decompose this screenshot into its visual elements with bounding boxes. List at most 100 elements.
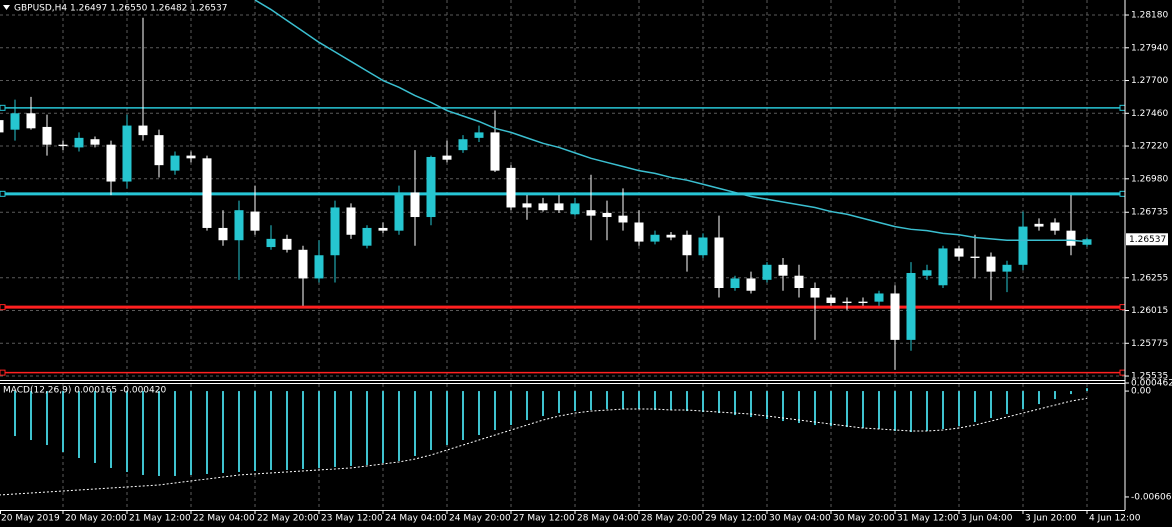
macd-bar — [686, 391, 688, 412]
candle-body — [602, 212, 612, 218]
macd-bar — [958, 391, 960, 427]
candle-body — [1018, 226, 1028, 265]
candle-body — [986, 256, 996, 272]
x-tick-label: 24 May 04:00 — [385, 514, 447, 524]
macd-bar — [638, 391, 640, 410]
x-tick-label: 29 May 12:00 — [705, 514, 767, 524]
y-tick-label: 0.000462 — [1131, 379, 1172, 389]
macd-bar — [1006, 391, 1008, 415]
y-tick-label: 1.26735 — [1131, 208, 1168, 218]
candle-body — [362, 227, 372, 246]
candle-body — [1050, 222, 1060, 231]
candle-body — [554, 203, 564, 211]
candle-body — [490, 132, 500, 171]
y-tick-label: 1.27700 — [1131, 76, 1168, 86]
candle-body — [810, 288, 820, 298]
macd-bar — [798, 391, 800, 424]
candle-body — [218, 227, 228, 241]
level-handle — [1119, 190, 1125, 197]
candle-body — [426, 156, 436, 218]
x-tick-label: 27 May 12:00 — [513, 514, 575, 524]
macd-bar — [270, 391, 272, 470]
candle-body — [650, 234, 660, 242]
candle-body — [874, 293, 884, 302]
candle-body — [858, 301, 868, 304]
macd-bar — [254, 391, 256, 471]
candle-body — [442, 155, 452, 160]
macd-bar — [1022, 391, 1024, 410]
y-tick-label: 1.25535 — [1131, 372, 1168, 382]
macd-bar — [238, 391, 240, 472]
x-tick-label: 20 May 2019 — [1, 514, 60, 524]
macd-bar — [526, 391, 528, 421]
macd-bar — [30, 391, 32, 441]
candle-body — [474, 132, 484, 138]
macd-bar — [350, 391, 352, 466]
candle-body — [698, 237, 708, 256]
candle-body — [154, 135, 164, 166]
macd-bar — [702, 391, 704, 413]
x-tick-label: 28 May 04:00 — [577, 514, 639, 524]
macd-bar — [510, 391, 512, 426]
candle-body — [346, 207, 356, 235]
macd-bar — [446, 391, 448, 446]
y-tick-label: 1.27220 — [1131, 142, 1168, 152]
candle-body — [906, 272, 916, 340]
level-handle — [0, 190, 6, 197]
current-price-label: 1.26537 — [1129, 235, 1166, 245]
macd-bar — [942, 391, 944, 430]
candle-body — [666, 234, 676, 238]
candle-body — [762, 264, 772, 280]
level-handle — [1119, 304, 1125, 311]
candle-body — [522, 203, 532, 208]
macd-bar — [142, 391, 144, 475]
candle-body — [570, 203, 580, 215]
macd-bar — [926, 391, 928, 432]
candle-body — [282, 238, 292, 250]
macd-bar — [1054, 391, 1056, 400]
macd-bar — [1070, 391, 1072, 395]
level-handle — [0, 304, 6, 311]
candle-body — [954, 248, 964, 257]
macd-bar — [622, 391, 624, 410]
macd-bar — [190, 391, 192, 475]
candle-body — [586, 210, 596, 216]
candle-body — [1002, 264, 1012, 272]
y-tick-label: 1.28180 — [1131, 11, 1168, 21]
x-tick-label: 3 Jun 04:00 — [961, 514, 1013, 524]
candle-body — [106, 144, 116, 182]
macd-bar — [222, 391, 224, 473]
moving-average — [254, 0, 1088, 243]
macd-bar — [398, 391, 400, 461]
candle-body — [1034, 223, 1044, 227]
x-tick-label: 21 May 12:00 — [129, 514, 191, 524]
macd-bar — [62, 391, 64, 453]
y-tick-label: -0.006063 — [1131, 492, 1172, 502]
candle-body — [538, 203, 548, 211]
candle-body — [714, 237, 724, 289]
candle-body — [938, 248, 948, 286]
macd-bar — [542, 391, 544, 417]
macd-bar — [110, 391, 112, 468]
candle-body — [842, 301, 852, 304]
macd-bar — [494, 391, 496, 431]
candle-body — [746, 278, 756, 291]
macd-bar — [94, 391, 96, 463]
candle-body — [0, 120, 4, 133]
macd-bar — [462, 391, 464, 441]
menu-arrow[interactable] — [3, 5, 10, 10]
macd-bar — [302, 391, 304, 469]
y-tick-label: 1.26255 — [1131, 273, 1168, 283]
candle-body — [314, 255, 324, 279]
candle-body — [138, 125, 148, 136]
macd-bar — [846, 391, 848, 428]
candle-body — [730, 278, 740, 289]
macd-bar — [1038, 391, 1040, 405]
candle-body — [330, 207, 340, 256]
candle-body — [266, 238, 276, 248]
macd-header: MACD(12,26,9) 0.000165 -0.000420 — [3, 386, 166, 396]
macd-bar — [174, 391, 176, 476]
x-tick-label: 24 May 20:00 — [449, 514, 511, 524]
candle-body — [58, 144, 68, 147]
candle-body — [170, 155, 180, 171]
